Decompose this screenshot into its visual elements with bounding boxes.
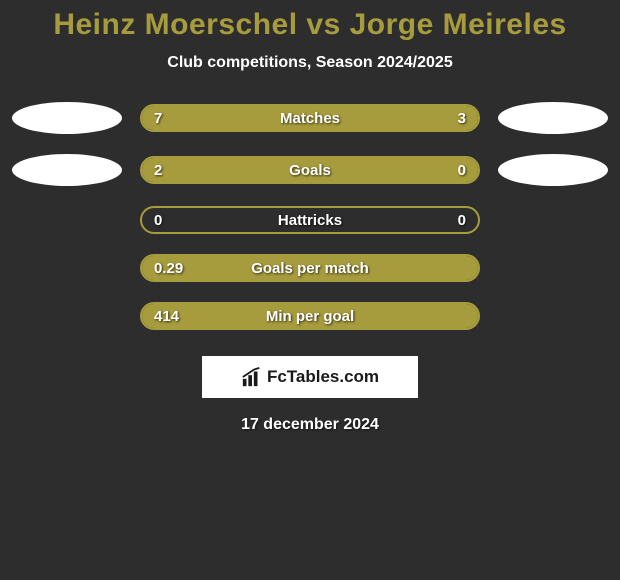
stat-label: Matches [142, 106, 478, 130]
stats-rows: 7Matches32Goals00Hattricks00.29Goals per… [0, 102, 620, 330]
stat-value-right: 3 [458, 106, 466, 130]
stat-row: 2Goals0 [0, 154, 620, 186]
stat-value-right: 0 [458, 158, 466, 182]
stat-value-right: 0 [458, 208, 466, 232]
stat-bar: 0.29Goals per match [140, 254, 480, 282]
stat-bar: 7Matches3 [140, 104, 480, 132]
page-subtitle: Club competitions, Season 2024/2025 [0, 54, 620, 72]
stat-bar: 0Hattricks0 [140, 206, 480, 234]
stat-row: 0.29Goals per match [0, 254, 620, 282]
stat-row: 7Matches3 [0, 102, 620, 134]
stat-label: Goals per match [142, 256, 478, 280]
player-right-ellipse [498, 154, 608, 186]
player-left-ellipse [12, 102, 122, 134]
stat-row: 0Hattricks0 [0, 206, 620, 234]
stat-label: Min per goal [142, 304, 478, 328]
stat-bar: 2Goals0 [140, 156, 480, 184]
stat-label: Goals [142, 158, 478, 182]
chart-icon [241, 366, 263, 388]
date-label: 17 december 2024 [0, 416, 620, 434]
stat-bar: 414Min per goal [140, 302, 480, 330]
page-title: Heinz Moerschel vs Jorge Meireles [0, 8, 620, 42]
logo-box: FcTables.com [202, 356, 418, 398]
logo-text: FcTables.com [267, 367, 379, 387]
comparison-infographic: Heinz Moerschel vs Jorge Meireles Club c… [0, 0, 620, 434]
stat-row: 414Min per goal [0, 302, 620, 330]
stat-label: Hattricks [142, 208, 478, 232]
player-left-ellipse [12, 154, 122, 186]
player-right-ellipse [498, 102, 608, 134]
